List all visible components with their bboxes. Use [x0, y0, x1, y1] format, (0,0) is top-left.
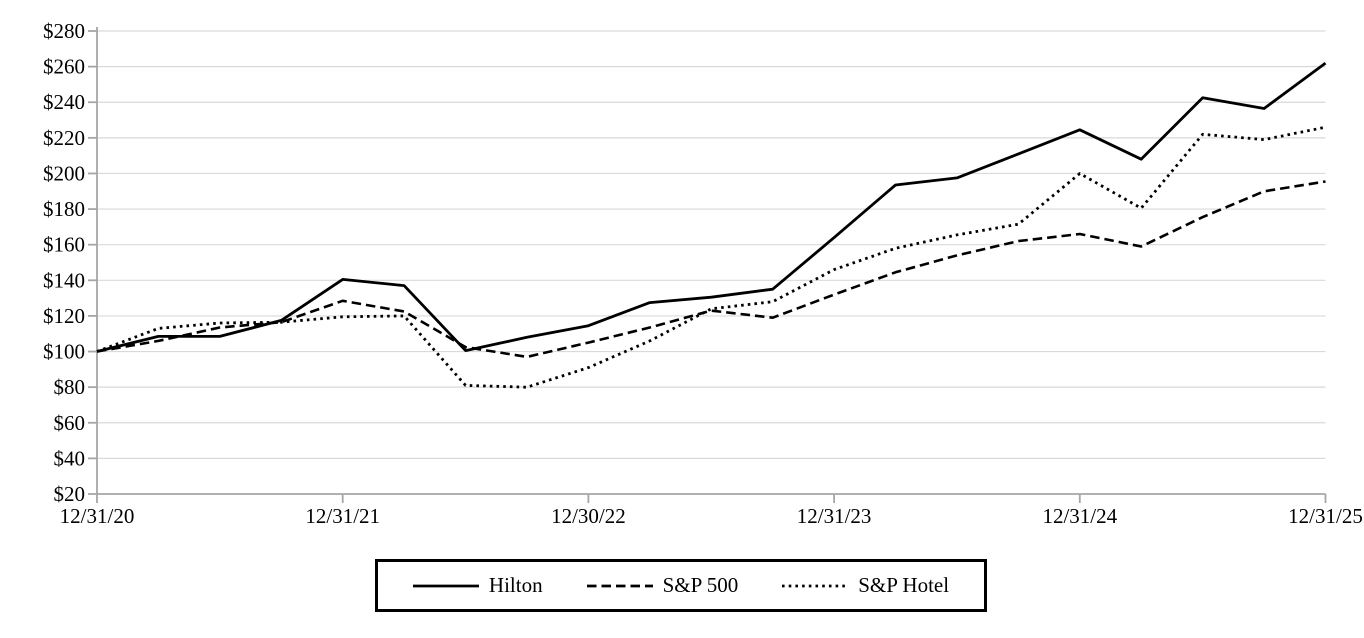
y-axis-label: $240 [43, 90, 85, 114]
y-axis-label: $160 [43, 233, 85, 257]
y-axis-label: $280 [43, 19, 85, 43]
x-axis-label: 12/31/20 [60, 504, 135, 528]
y-axis-label: $120 [43, 304, 85, 328]
y-axis-label: $60 [54, 411, 86, 435]
legend-label-sp-hotel: S&P Hotel [858, 573, 950, 597]
legend-swatch-dashed-line [586, 584, 653, 587]
x-axis-label: 12/31/25 [1288, 504, 1363, 528]
x-axis-label: 12/31/23 [797, 504, 872, 528]
x-axis-label: 12/30/22 [551, 504, 626, 528]
legend-label-sp500: S&P 500 [662, 573, 739, 597]
series-line-s-p-500 [96, 180, 1326, 359]
x-axis-label: 12/31/24 [1042, 504, 1117, 528]
y-axis-label: $20 [54, 482, 86, 506]
legend-swatch-solid-line [412, 584, 479, 587]
legend-item-hilton: Hilton [412, 573, 543, 598]
y-axis-label: $100 [43, 340, 85, 364]
legend-label-hilton: Hilton [488, 573, 543, 597]
series-line-hilton [96, 61, 1327, 353]
y-axis-label: $80 [54, 375, 86, 399]
y-axis-label: $180 [43, 197, 85, 221]
y-axis-label: $140 [43, 268, 85, 292]
legend-item-sp500: S&P 500 [586, 573, 739, 598]
y-axis-label: $260 [43, 55, 85, 79]
legend-item-sp-hotel: S&P Hotel [782, 573, 949, 598]
y-axis-label: $40 [54, 446, 86, 470]
legend-swatch-dotted-line [782, 584, 849, 587]
y-axis-label: $200 [43, 161, 85, 185]
series-line-s-p-hotel [96, 125, 1326, 389]
x-axis-label: 12/31/21 [305, 504, 380, 528]
y-axis-label: $220 [43, 126, 85, 150]
chart-legend: Hilton S&P 500 S&P Hotel [375, 559, 987, 612]
